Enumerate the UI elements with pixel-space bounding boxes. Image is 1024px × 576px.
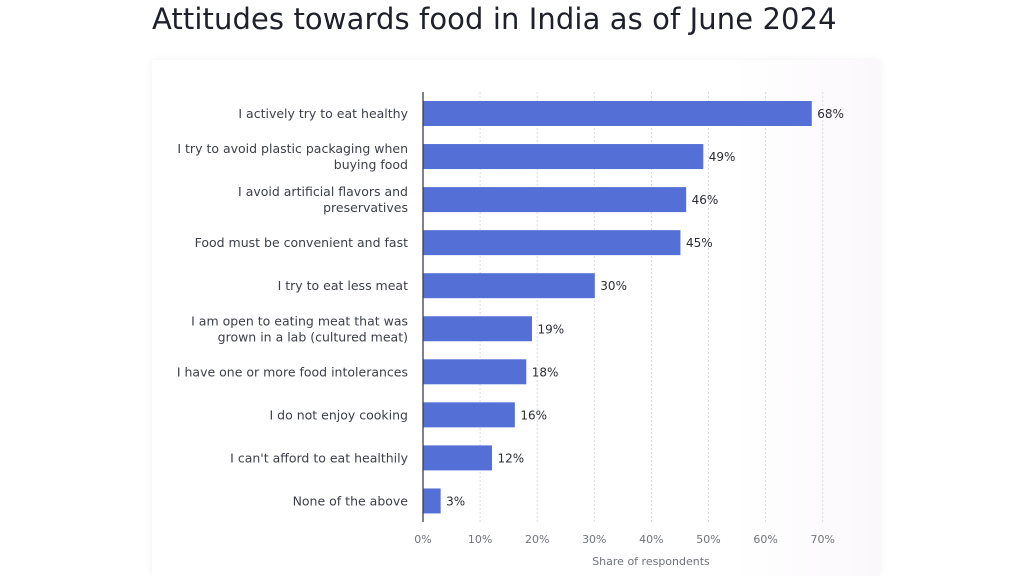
category-label: I am open to eating meat that was grown i…: [191, 313, 408, 344]
category-label: I avoid artificial flavors and preservati…: [238, 184, 408, 215]
category-label-line: buying food: [334, 157, 408, 172]
data-label: 3%: [446, 494, 465, 508]
data-label: 12%: [498, 451, 525, 465]
x-tick-label: 60%: [753, 533, 777, 546]
data-label: 46%: [692, 193, 719, 207]
x-tick-label: 0%: [414, 533, 431, 546]
category-label-line: I avoid artificial flavors and: [238, 184, 408, 199]
category-label: I have one or more food intolerances: [177, 364, 408, 379]
category-label-line: I try to avoid plastic packaging when: [177, 141, 408, 156]
data-label: 68%: [817, 107, 844, 121]
category-label: I actively try to eat healthy: [238, 106, 408, 121]
bar: [423, 488, 441, 514]
x-tick-label: 20%: [525, 533, 549, 546]
bar: [423, 445, 493, 471]
data-label: 45%: [686, 236, 713, 250]
x-axis-label: Share of respondents: [592, 555, 710, 568]
category-label-line: I am open to eating meat that was: [191, 313, 408, 328]
bar: [423, 187, 687, 213]
bar: [423, 402, 515, 428]
category-label: Food must be convenient and fast: [195, 235, 409, 250]
x-tick-label: 50%: [696, 533, 720, 546]
category-label: I can't afford to eat healthily: [230, 450, 408, 465]
category-label: I try to avoid plastic packaging when buy…: [177, 141, 408, 172]
bar: [423, 316, 532, 342]
category-label: None of the above: [293, 493, 409, 508]
x-tick-label: 70%: [810, 533, 834, 546]
page-title: Attitudes towards food in India as of Ju…: [152, 2, 837, 36]
category-label: I do not enjoy cooking: [269, 407, 408, 422]
x-tick-label: 10%: [468, 533, 492, 546]
data-label: 18%: [532, 365, 559, 379]
bar: [423, 144, 704, 170]
bar: [423, 230, 681, 256]
x-tick-label: 30%: [582, 533, 606, 546]
data-label: 16%: [520, 408, 547, 422]
data-label: 30%: [600, 279, 627, 293]
data-label: 19%: [537, 322, 564, 336]
bar: [423, 101, 812, 126]
category-label-line: preservatives: [323, 200, 408, 215]
category-label-line: grown in a lab (cultured meat): [218, 329, 408, 344]
bar: [423, 273, 595, 299]
x-tick-label: 40%: [639, 533, 663, 546]
category-label: I try to eat less meat: [278, 278, 409, 293]
data-label: 49%: [709, 150, 736, 164]
bar: [423, 359, 527, 385]
